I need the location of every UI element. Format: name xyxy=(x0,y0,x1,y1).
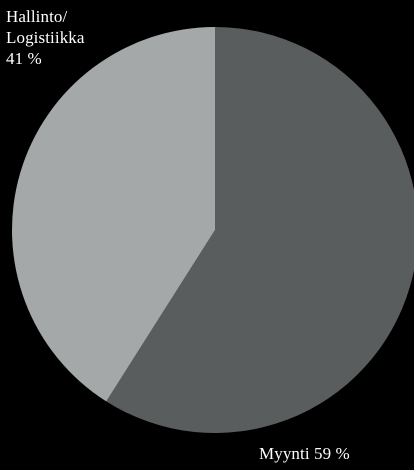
pie-slice-myynti xyxy=(106,27,414,433)
slice-label-myynti: Myynti 59 % xyxy=(259,443,350,464)
slice-label-line: Logistiikka xyxy=(6,28,85,47)
slice-label-line: Hallinto/ xyxy=(6,7,68,26)
slice-label-line: 41 % xyxy=(6,49,42,68)
slice-label-hallinto-logistiikka: Hallinto/ Logistiikka 41 % xyxy=(6,6,85,69)
slice-label-line: Myynti 59 % xyxy=(259,444,350,463)
pie-slice-hallinto-logistiikka xyxy=(12,27,215,402)
pie-slices xyxy=(12,27,414,433)
